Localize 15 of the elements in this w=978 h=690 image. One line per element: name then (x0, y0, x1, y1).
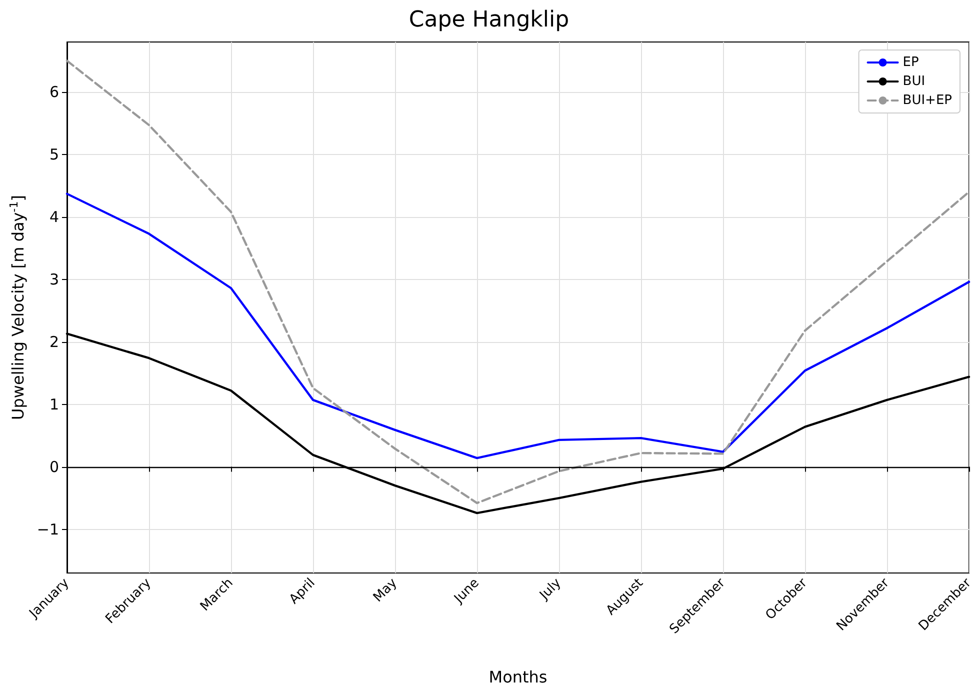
y-tick-label: 0 (49, 458, 59, 476)
y-tick-label: 6 (49, 82, 59, 101)
chart-title: Cape Hangklip (408, 8, 570, 32)
x-axis-title: Months (488, 668, 548, 686)
y-tick-label: −1 (36, 520, 59, 538)
legend-label: EP (902, 55, 919, 70)
y-tick-label: 5 (49, 145, 59, 164)
y-tick-label: 3 (49, 270, 59, 288)
legend-label: BUI+EP (902, 93, 952, 108)
y-axis-title: Upwelling Velocity [m day-1] (7, 195, 28, 420)
legend-label: BUI (902, 74, 926, 89)
y-tick-label: 4 (49, 208, 59, 226)
line-series (66, 192, 970, 460)
y-tick-label: 1 (49, 395, 59, 414)
y-tick-label: 2 (49, 332, 59, 351)
